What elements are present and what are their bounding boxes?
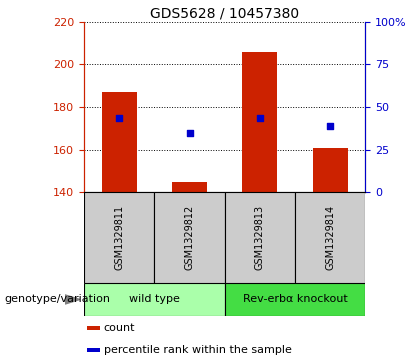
Title: GDS5628 / 10457380: GDS5628 / 10457380 — [150, 7, 299, 21]
Bar — [312, 148, 348, 192]
Text: count: count — [104, 323, 135, 333]
Bar — [84, 192, 155, 283]
Point — [186, 130, 193, 136]
Bar — [225, 192, 295, 283]
Bar — [87, 326, 100, 330]
Bar — [242, 52, 278, 192]
Bar — [102, 92, 137, 192]
Bar — [155, 192, 225, 283]
Text: GSM1329813: GSM1329813 — [255, 205, 265, 270]
Text: GSM1329811: GSM1329811 — [114, 205, 124, 270]
Text: wild type: wild type — [129, 294, 180, 305]
Text: GSM1329812: GSM1329812 — [184, 205, 194, 270]
Polygon shape — [65, 295, 80, 304]
Text: GSM1329814: GSM1329814 — [325, 205, 335, 270]
Bar — [84, 283, 225, 316]
Bar — [87, 348, 100, 351]
Point — [116, 115, 123, 121]
Bar — [225, 283, 365, 316]
Bar — [172, 182, 207, 192]
Text: Rev-erbα knockout: Rev-erbα knockout — [243, 294, 347, 305]
Text: percentile rank within the sample: percentile rank within the sample — [104, 345, 291, 355]
Text: genotype/variation: genotype/variation — [4, 294, 110, 305]
Point — [327, 123, 333, 129]
Bar — [295, 192, 365, 283]
Point — [257, 115, 263, 121]
